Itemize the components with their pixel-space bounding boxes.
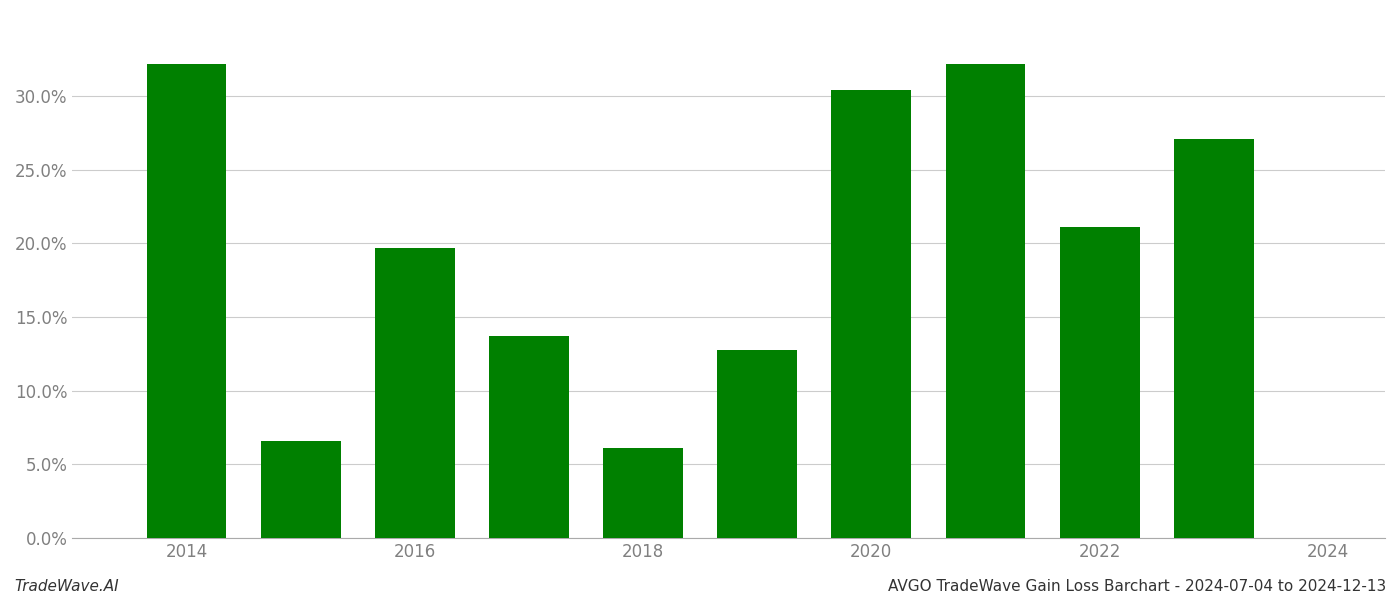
Bar [717, 350, 797, 538]
Text: AVGO TradeWave Gain Loss Barchart - 2024-07-04 to 2024-12-13: AVGO TradeWave Gain Loss Barchart - 2024… [888, 579, 1386, 594]
Bar [260, 441, 340, 538]
Bar [603, 448, 683, 538]
Bar [147, 64, 227, 538]
Bar [1173, 139, 1254, 538]
Text: TradeWave.AI: TradeWave.AI [14, 579, 119, 594]
Bar [375, 248, 455, 538]
Bar [489, 336, 568, 538]
Bar [945, 64, 1025, 538]
Bar [832, 90, 911, 538]
Bar [1060, 227, 1140, 538]
